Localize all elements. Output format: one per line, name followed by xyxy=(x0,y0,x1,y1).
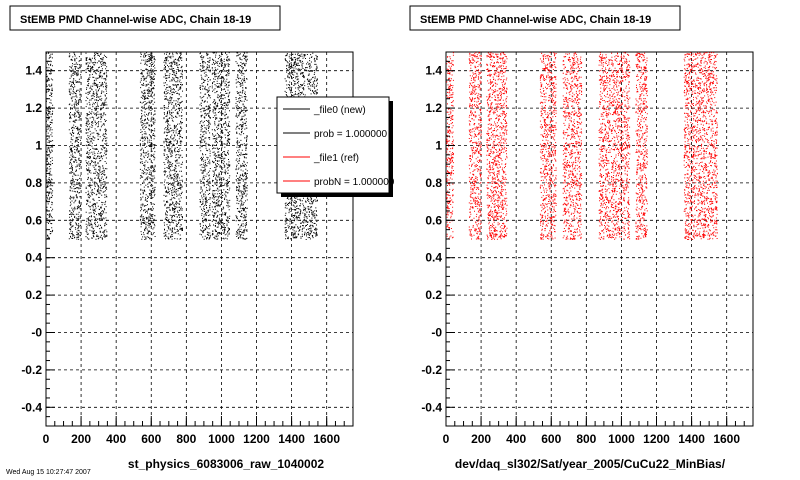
y-tick-label: -0.2 xyxy=(421,363,442,377)
x-tick-label: 1200 xyxy=(243,432,270,446)
legend-label-0: _file0 (new) xyxy=(313,105,366,116)
chart-title-left: StEMB PMD Channel-wise ADC, Chain 18-19 xyxy=(20,14,251,26)
x-ticks-right: 0 200 400 600 800 1000 1200 1400 1600 xyxy=(443,416,754,446)
y-tick-label: -0 xyxy=(431,326,442,340)
x-tick-label: 1000 xyxy=(208,432,235,446)
legend-box xyxy=(276,96,390,194)
x-tick-label: 1600 xyxy=(313,432,340,446)
x-axis-label-right: dev/daq_sl302/Sat/year_2005/CuCu22_MinBi… xyxy=(455,457,726,471)
y-tick-label: 0.2 xyxy=(25,288,42,302)
x-tick-label: 600 xyxy=(141,432,161,446)
y-tick-label: 0.4 xyxy=(425,251,442,265)
y-tick-label: 1 xyxy=(35,139,42,153)
x-tick-label: 1000 xyxy=(608,432,635,446)
legend-label-1: prob = 1.000000 xyxy=(314,129,388,140)
x-tick-label: 400 xyxy=(106,432,126,446)
x-tick-label: 1200 xyxy=(643,432,670,446)
y-tick-label: 0.6 xyxy=(425,213,442,227)
y-tick-label: -0.4 xyxy=(21,400,42,414)
title-box-left xyxy=(9,5,281,31)
data-points xyxy=(46,52,318,240)
x-tick-label: 400 xyxy=(506,432,526,446)
x-tick-label: 1400 xyxy=(678,432,705,446)
chart-right: StEMB PMD Channel-wise ADC, Chain 18-19 … xyxy=(409,5,754,471)
x-tick-label: 1600 xyxy=(713,432,740,446)
x-tick-label: 800 xyxy=(176,432,196,446)
x-tick-label: 1400 xyxy=(278,432,305,446)
legend-label-2: _file1 (ref) xyxy=(313,153,359,164)
data-points xyxy=(446,52,718,240)
chart-left: StEMB PMD Channel-wise ADC, Chain 18-19 … xyxy=(6,5,395,476)
x-tick-label: 200 xyxy=(71,432,91,446)
y-tick-label: -0 xyxy=(31,326,42,340)
legend-label-3: probN = 1.000000 xyxy=(314,177,395,188)
y-tick-label: 1 xyxy=(435,139,442,153)
x-tick-label: 800 xyxy=(576,432,596,446)
title-box-right xyxy=(409,5,681,31)
x-tick-label: 200 xyxy=(471,432,491,446)
chart-title-right: StEMB PMD Channel-wise ADC, Chain 18-19 xyxy=(420,14,651,26)
data-points-left xyxy=(46,52,318,240)
y-tick-label: 1.2 xyxy=(425,101,442,115)
y-tick-label: 0.4 xyxy=(25,251,42,265)
y-tick-label: -0.2 xyxy=(21,363,42,377)
x-axis-label-left: st_physics_6083006_raw_1040002 xyxy=(128,457,324,471)
y-tick-label: 0.6 xyxy=(25,213,42,227)
x-tick-label: 600 xyxy=(541,432,561,446)
x-tick-label: 0 xyxy=(43,432,50,446)
y-tick-label: 1.2 xyxy=(25,101,42,115)
y-tick-label: 1.4 xyxy=(425,64,442,78)
x-tick-label: 0 xyxy=(443,432,450,446)
y-tick-label: 0.8 xyxy=(425,176,442,190)
y-ticks-right: -0.4 -0.2 -0 0.2 0.4 0.6 0.8 1 1.2 1.4 xyxy=(421,51,455,427)
x-ticks-left: 0 200 400 600 800 1000 1200 1400 1600 xyxy=(43,416,354,446)
y-tick-label: 0.8 xyxy=(25,176,42,190)
y-tick-label: -0.4 xyxy=(421,400,442,414)
footer-timestamp: Wed Aug 15 10:27:47 2007 xyxy=(6,469,91,476)
y-tick-label: 0.2 xyxy=(425,288,442,302)
y-ticks-left: -0.4 -0.2 -0 0.2 0.4 0.6 0.8 1 1.2 1.4 xyxy=(21,51,55,427)
y-tick-label: 1.4 xyxy=(25,64,42,78)
data-points-right xyxy=(446,52,718,240)
legend: _file0 (new) prob = 1.000000 _file1 (ref… xyxy=(276,96,395,197)
